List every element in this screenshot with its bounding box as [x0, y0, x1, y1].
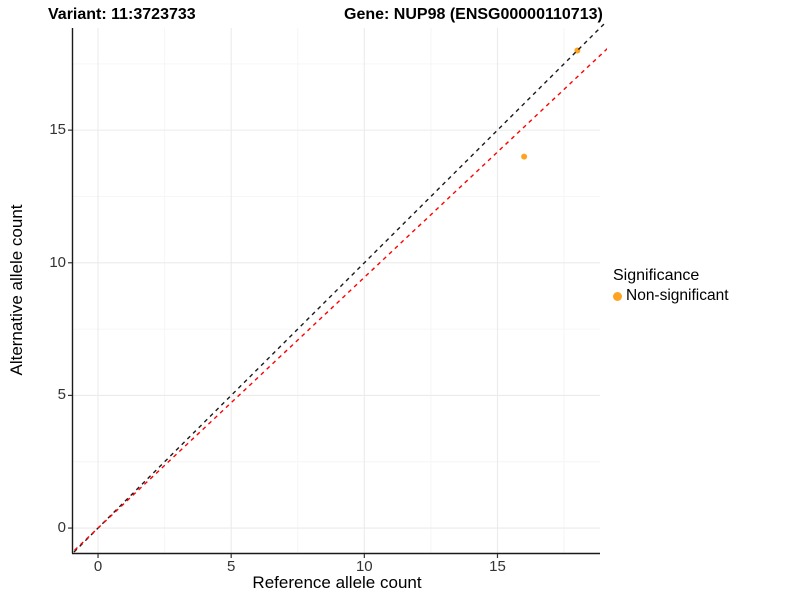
- legend-item: Non-significant: [613, 287, 729, 305]
- x-axis-label: Reference allele count: [252, 573, 422, 592]
- identity-line: [72, 22, 607, 554]
- fitted-ratio-line: [72, 47, 607, 554]
- x-tick-label: 15: [489, 558, 506, 575]
- x-tick-label: 10: [355, 558, 373, 575]
- y-tick-label: 10: [49, 253, 66, 271]
- gene-title: Gene: NUP98 (ENSG00000110713): [344, 6, 603, 23]
- y-tick-label: 15: [49, 121, 66, 139]
- legend-title: Significance: [613, 267, 700, 284]
- legend: Significance Non-significant: [613, 267, 729, 305]
- y-tick-label: 0: [57, 519, 66, 537]
- point-swatch-icon: [613, 291, 622, 301]
- x-tick-label: 5: [227, 558, 236, 575]
- variant-title: Variant: 11:3723733: [48, 6, 196, 23]
- legend-item-label: Non-significant: [626, 287, 729, 304]
- x-tick-label: 0: [93, 558, 103, 575]
- data-point: [521, 153, 528, 160]
- y-tick-label: 5: [57, 386, 66, 404]
- y-axis-label: Alternative allele count: [7, 204, 26, 376]
